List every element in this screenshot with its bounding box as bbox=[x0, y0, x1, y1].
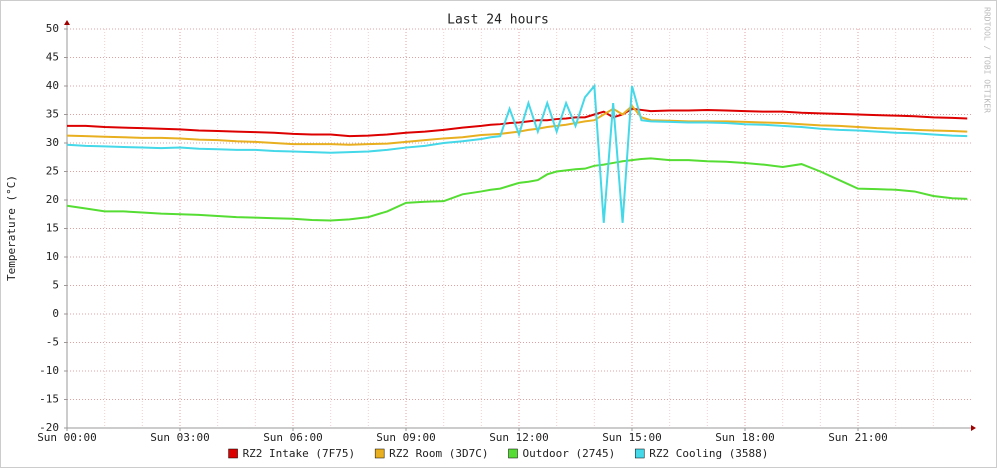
y-tick-label: 5 bbox=[52, 279, 59, 292]
x-tick-label: Sun 12:00 bbox=[489, 431, 549, 444]
y-tick-label: 10 bbox=[46, 250, 59, 263]
legend-label: RZ2 Intake (7F75) bbox=[243, 447, 356, 460]
x-tick-label: Sun 00:00 bbox=[37, 431, 97, 444]
y-axis-label: Temperature (°C) bbox=[5, 175, 18, 281]
watermark: RRDTOOL / TOBI OETIKER bbox=[983, 7, 992, 113]
y-tick-label: -10 bbox=[39, 364, 59, 377]
x-tick-label: Sun 09:00 bbox=[376, 431, 436, 444]
y-tick-label: 25 bbox=[46, 165, 59, 178]
y-tick-label: -15 bbox=[39, 393, 59, 406]
series-line bbox=[66, 157, 968, 222]
y-tick-label: 30 bbox=[46, 136, 59, 149]
series-line bbox=[66, 104, 968, 146]
legend-swatch bbox=[508, 448, 518, 459]
legend-label: Outdoor (2745) bbox=[523, 447, 616, 460]
legend-swatch bbox=[374, 448, 385, 459]
y-tick-label: -20 bbox=[39, 421, 59, 434]
legend-label: RZ2 Room (3D7C) bbox=[389, 447, 488, 460]
y-tick-label: -5 bbox=[46, 336, 59, 349]
y-tick-label: 20 bbox=[46, 193, 59, 206]
x-tick-label: Sun 15:00 bbox=[602, 431, 662, 444]
x-tick-label: Sun 03:00 bbox=[150, 431, 210, 444]
x-tick-label: Sun 06:00 bbox=[263, 431, 323, 444]
axis-arrow bbox=[971, 425, 976, 431]
y-tick-label: 50 bbox=[46, 22, 59, 35]
chart-title: Last 24 hours bbox=[447, 13, 549, 28]
y-tick-label: 15 bbox=[46, 222, 59, 235]
y-tick-label: 0 bbox=[52, 307, 59, 320]
legend-swatch bbox=[634, 448, 645, 459]
legend-label: RZ2 Cooling (3588) bbox=[649, 447, 768, 460]
axis-arrow bbox=[64, 20, 70, 25]
y-tick-label: 40 bbox=[46, 79, 59, 92]
series-line bbox=[66, 83, 968, 223]
y-tick-label: 35 bbox=[46, 108, 59, 121]
y-tick-label: 45 bbox=[46, 51, 59, 64]
legend-swatch bbox=[228, 448, 238, 459]
x-tick-label: Sun 21:00 bbox=[828, 431, 888, 444]
x-tick-label: Sun 18:00 bbox=[715, 431, 775, 444]
